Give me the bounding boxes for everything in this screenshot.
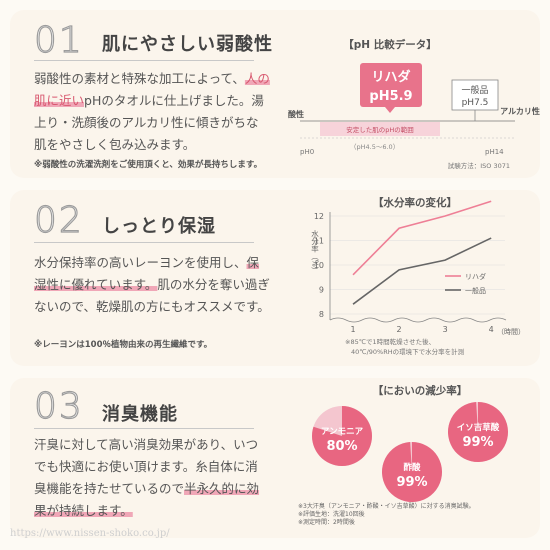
odor-chart-title: 【においの減少率】 xyxy=(373,384,468,397)
y-tick-label: 12 xyxy=(314,212,324,221)
divider xyxy=(34,242,254,243)
rihada-label: リハダ xyxy=(371,69,410,85)
body-text: 肌の水分を奪い過ぎないので、乾燥肌の方にもオススメです。 xyxy=(34,277,270,314)
pie-name-label: アンモニア xyxy=(321,427,364,437)
section-body: 弱酸性の素材と特殊な加工によって、人の肌に近いpHのタオルに仕上げました。湯上り… xyxy=(34,68,270,156)
series-line-rihada xyxy=(352,200,492,276)
pie-name-label: 酢酸 xyxy=(403,462,421,473)
body-text: 水分保持率の高いレーヨンを使用し、 xyxy=(34,255,247,270)
section-note: ※弱酸性の洗濯洗剤をご使用頂くと、効果が長持ちします。 xyxy=(34,160,263,170)
x-tick-label: 4 xyxy=(489,325,494,334)
series-line-general xyxy=(352,237,492,305)
band-range: （pH4.5～6.0） xyxy=(350,143,399,151)
rihada-ph-marker xyxy=(360,63,422,107)
pie-percent-label: 99% xyxy=(462,435,493,450)
ph-chart: 【pH 比較データ】 安定した肌のpHの範囲 （pH4.5～6.0） 酸性 アル… xyxy=(288,38,540,170)
section-body: 汗臭に対して高い消臭効果があり、いつでも快適にお使い頂けます。糸自体に消臭機能を… xyxy=(34,434,270,522)
y-axis-label: 水分率（%） xyxy=(310,228,319,274)
y-tick-label: 9 xyxy=(319,286,324,295)
highlight-text: 半永久的に効果が持続します。 xyxy=(34,481,260,518)
highlight-text: 人の肌に近い xyxy=(34,71,270,108)
pie-slice xyxy=(381,442,442,502)
test-method: 試験方法：ISO 3071 xyxy=(448,161,510,170)
y-tick-label: 10 xyxy=(314,261,324,270)
x-axis xyxy=(329,317,507,323)
pie-name-label: イソ吉草酸 xyxy=(457,422,500,433)
legend-label: 一般品 xyxy=(465,286,486,295)
section-title: 消臭機能 xyxy=(102,404,178,425)
acid-label: 酸性 xyxy=(288,109,304,119)
chart-note: ※85℃で1時間乾燥させた後、 xyxy=(345,337,435,346)
y-tick-label: 11 xyxy=(314,237,324,246)
ph-min-label: pH0 xyxy=(300,148,314,156)
body-text: pHのタオルに仕上げました。湯上り・洗顔後のアルカリ性に傾きがちな肌をやさしく包… xyxy=(34,93,264,152)
alkali-label: アルカリ性 xyxy=(500,106,540,116)
general-ph-value: pH7.5 xyxy=(462,98,489,108)
section-note: ※レーヨンは100％植物由来の再生繊維です。 xyxy=(34,340,213,350)
section-number: 02 xyxy=(33,199,84,241)
body-text: 汗臭に対して高い消臭効果があり、いつでも快適にお使い頂けます。糸自体に消臭機能を… xyxy=(34,437,259,496)
x-tick-label: 1 xyxy=(350,325,355,334)
odor-note: ※3大汗臭（アンモニア・酢酸・イソ吉草酸）に対する消臭試験。 xyxy=(298,502,475,510)
chart-note: 40℃/90%RHの環境下で水分率を計測 xyxy=(351,347,464,356)
stable-ph-band xyxy=(320,122,440,136)
y-tick-label: 8 xyxy=(319,310,324,319)
legend-label: リハダ xyxy=(465,272,486,281)
feature-section-ph: 01 肌にやさしい弱酸性 弱酸性の素材と特殊な加工によって、人の肌に近いpHのタ… xyxy=(10,10,540,178)
x-axis-label: （時間） xyxy=(497,328,525,336)
section-number: 03 xyxy=(33,385,84,427)
feature-section-moisture: 02 しっとり保湿 水分保持率の高いレーヨンを使用し、保湿性に優れています。肌の… xyxy=(10,190,540,366)
footer-url: https://www.nissen-shoko.co.jp/ xyxy=(10,528,170,539)
body-text: 弱酸性の素材と特殊な加工によって、 xyxy=(34,71,245,86)
odor-note: ※評価生地：洗濯10回後 xyxy=(298,510,365,518)
pie-percent-label: 80% xyxy=(326,439,357,454)
ph-chart-title: 【pH 比較データ】 xyxy=(343,38,436,51)
ph-max-label: pH14 xyxy=(485,148,504,156)
pie-slice xyxy=(312,406,372,466)
feature-section-deodorant: 03 消臭機能 汗臭に対して高い消臭効果があり、いつでも快適にお使い頂けます。糸… xyxy=(10,378,540,538)
pie-slice xyxy=(448,402,509,462)
highlight-text: 保湿性に優れています。 xyxy=(34,255,260,292)
general-label: 一般品 xyxy=(461,84,488,96)
chart-title: 【水分率の変化】 xyxy=(373,196,457,209)
odor-note: ※測定時間：2時間後 xyxy=(298,518,355,526)
x-tick-label: 2 xyxy=(397,325,402,334)
divider xyxy=(34,428,254,429)
section-number: 01 xyxy=(33,19,84,61)
x-tick-label: 3 xyxy=(443,325,448,334)
band-label: 安定した肌のpHの範囲 xyxy=(346,125,414,134)
rihada-ph-value: pH5.9 xyxy=(369,89,412,104)
divider xyxy=(34,60,254,61)
section-body: 水分保持率の高いレーヨンを使用し、保湿性に優れています。肌の水分を奪い過ぎないの… xyxy=(34,252,270,318)
section-title: しっとり保湿 xyxy=(102,216,216,237)
pie-percent-label: 99% xyxy=(396,475,427,490)
general-ph-marker xyxy=(451,79,499,111)
odor-chart: 【においの減少率】 アンモニア 80% イソ吉草酸 99% 酢酸 99% ※3大汗臭（アン… xyxy=(298,384,509,526)
rihada-pointer xyxy=(385,107,395,113)
section-title: 肌にやさしい弱酸性 xyxy=(102,34,273,55)
